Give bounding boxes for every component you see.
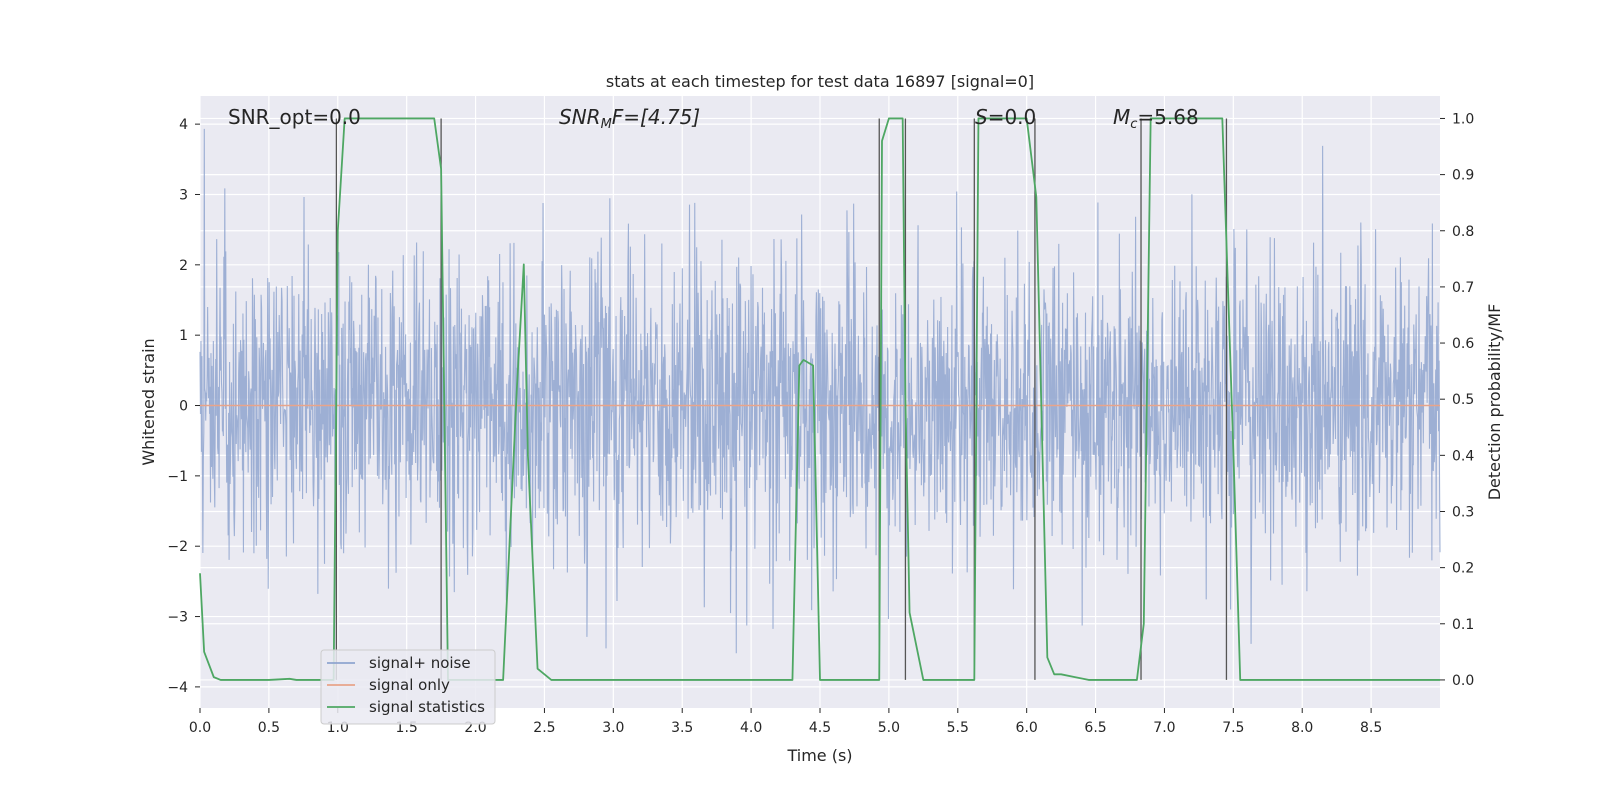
x-tick-label: 8.0 <box>1291 720 1313 736</box>
y-right-tick-label: 0.8 <box>1452 224 1474 240</box>
legend-label-signal-statistics: signal statistics <box>369 698 485 716</box>
chart-title: stats at each timestep for test data 168… <box>606 72 1034 91</box>
x-tick-label: 4.5 <box>809 720 831 736</box>
legend-box <box>320 649 496 725</box>
x-tick-label: 5.5 <box>947 720 969 736</box>
x-tick-label: 7.0 <box>1153 720 1175 736</box>
annotation-mc: Mc=5.68 <box>1113 105 1199 132</box>
y-right-tick-label: 1.0 <box>1452 111 1474 127</box>
y-right-tick-label: 0.3 <box>1452 504 1474 520</box>
x-tick-label: 3.0 <box>602 720 624 736</box>
legend-label-signal-only: signal only <box>369 676 450 694</box>
y-right-tick-label: 0.0 <box>1452 673 1474 689</box>
ticks: 0.0 0.5 1.0 1.5 2.0 2.5 3.0 3.5 4.0 4.5 5.0 5.5 6.0 6… <box>167 111 1474 736</box>
noise-trace <box>199 128 1441 654</box>
y-right-tick-label: 0.4 <box>1452 448 1474 464</box>
y-axis-label: Whitened strain <box>139 338 158 465</box>
y-tick-label: 2 <box>179 258 188 274</box>
y-tick-label: −3 <box>167 610 188 626</box>
y-right-tick-label: 0.6 <box>1452 336 1474 352</box>
y-tick-label: 1 <box>179 328 188 344</box>
y-axis-label-right: Detection probability/MF <box>1485 304 1504 501</box>
series-signal-statistics <box>199 117 1440 681</box>
y-tick-label: 4 <box>179 117 188 133</box>
y-right-tick-label: 0.7 <box>1452 280 1474 296</box>
y-tick-label: −2 <box>167 539 188 555</box>
x-tick-label: 6.5 <box>1084 720 1106 736</box>
legend: signal+ noise signal only signal statist… <box>320 649 496 725</box>
x-tick-label: 3.5 <box>671 720 693 736</box>
y-right-tick-label: 0.9 <box>1452 168 1474 184</box>
x-axis-label: Time (s) <box>786 746 852 765</box>
x-tick-label: 0.0 <box>189 720 211 736</box>
y-tick-label: −1 <box>167 469 188 485</box>
y-right-tick-label: 0.1 <box>1452 617 1474 633</box>
x-tick-label: 8.5 <box>1360 720 1382 736</box>
y-right-tick-label: 0.2 <box>1452 561 1474 577</box>
annotation-s: S=0.0 <box>975 105 1036 129</box>
y-right-tick-label: 0.5 <box>1452 392 1474 408</box>
legend-label-signal-noise: signal+ noise <box>369 654 471 672</box>
y-tick-label: −4 <box>167 680 188 696</box>
x-tick-label: 5.0 <box>878 720 900 736</box>
x-tick-label: 6.0 <box>1016 720 1038 736</box>
x-tick-label: 4.0 <box>740 720 762 736</box>
y-tick-label: 0 <box>179 399 188 415</box>
y-tick-label: 3 <box>179 187 188 203</box>
x-tick-label: 0.5 <box>258 720 280 736</box>
series-signal-noise <box>199 128 1441 654</box>
x-tick-label: 2.5 <box>533 720 555 736</box>
annotation-snr-opt: SNR_opt=0.0 <box>228 105 361 129</box>
x-tick-label: 7.5 <box>1222 720 1244 736</box>
annotation-snr-mf: SNRMF=[4.75] <box>559 105 700 132</box>
